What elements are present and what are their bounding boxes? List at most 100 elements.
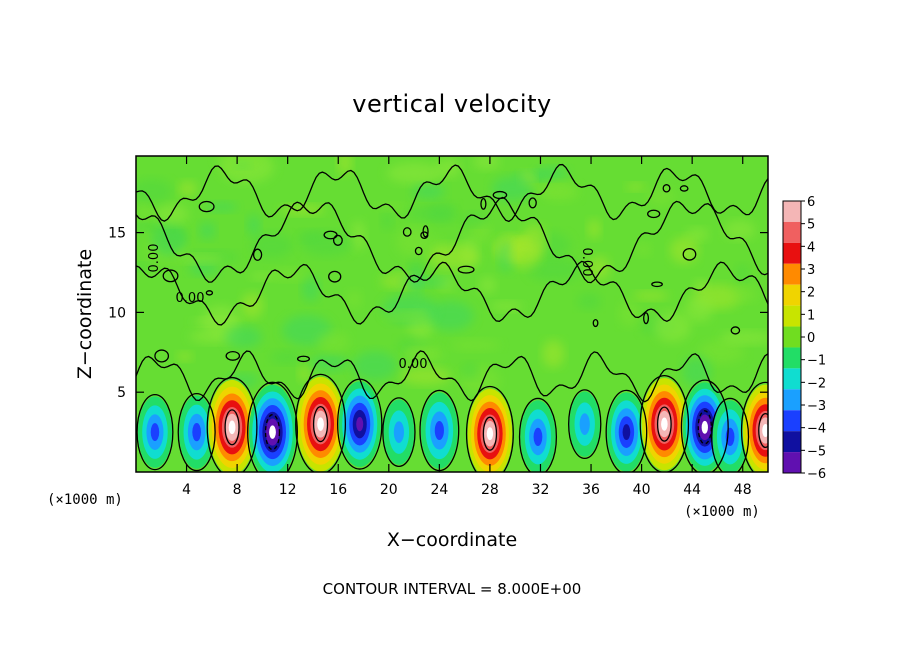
field-texture-blob xyxy=(577,293,602,310)
x-tick-label: 40 xyxy=(633,482,651,498)
field-texture-blob xyxy=(298,365,311,382)
field-texture-blob xyxy=(587,256,610,280)
contour-line xyxy=(605,389,648,472)
field-texture-blob xyxy=(337,156,353,176)
colorbar-tick-label: 6 xyxy=(807,195,815,210)
field-texture-blob xyxy=(381,211,394,230)
field-texture-blob xyxy=(720,330,768,345)
contour-line xyxy=(528,197,537,209)
contour-line xyxy=(457,265,475,274)
cell-band xyxy=(192,422,202,442)
cell-band xyxy=(269,425,276,439)
field-texture-blob xyxy=(300,231,353,257)
contour-line xyxy=(154,349,170,363)
contour-line xyxy=(420,231,429,239)
contour-line xyxy=(295,373,347,472)
field-texture-blob xyxy=(682,356,711,388)
contour-line xyxy=(332,234,343,246)
field-texture-blob xyxy=(450,339,501,351)
updraft-cell xyxy=(467,388,513,472)
field-texture-blob xyxy=(461,362,478,379)
field-texture-blob xyxy=(247,213,261,237)
contour-line xyxy=(651,281,663,288)
contour-line xyxy=(136,260,768,326)
field-texture-blob xyxy=(730,286,758,303)
cell-band xyxy=(661,417,668,431)
contour-line xyxy=(518,397,558,472)
colorbar-tick-label: 0 xyxy=(807,331,815,346)
colorbar-swatch xyxy=(783,221,801,243)
contour-line xyxy=(198,200,215,213)
field-texture-blob xyxy=(635,243,652,257)
colorbar-swatch xyxy=(783,305,801,327)
contour-line xyxy=(252,248,263,261)
field-texture-blob xyxy=(309,353,349,372)
contour-lines xyxy=(136,163,768,472)
colorbar-swatch xyxy=(783,284,801,306)
contour-line xyxy=(465,385,514,472)
contour-line xyxy=(647,209,661,219)
cell-band xyxy=(486,427,494,441)
x-axis-title: X−coordinate xyxy=(387,529,517,551)
colorbar-tick-label: 4 xyxy=(807,240,815,255)
colorbar-tick-label: −6 xyxy=(807,467,826,482)
y-ticks: 5 10 15 xyxy=(108,226,768,401)
contour-line xyxy=(643,312,650,325)
contour-line xyxy=(730,326,741,335)
downdraft-cell xyxy=(520,400,556,472)
contour-line xyxy=(592,318,599,328)
contour-label: 0.00 xyxy=(176,291,205,306)
y-tick-label: 15 xyxy=(108,226,126,242)
x-tick-label: 32 xyxy=(532,482,550,498)
contour-line xyxy=(136,196,768,284)
contour-line xyxy=(711,397,750,472)
field-texture-blob xyxy=(436,157,461,178)
colorbar-swatch xyxy=(783,410,801,432)
field-texture-blob xyxy=(699,340,745,364)
field-texture-blob xyxy=(224,326,263,349)
colorbar-swatch xyxy=(783,263,801,285)
y-axis-title: Z−coordinate xyxy=(74,249,96,379)
x-tick-label: 4 xyxy=(182,482,191,498)
downdraft-cell xyxy=(607,392,646,472)
contour-line xyxy=(740,381,768,472)
downdraft-cell xyxy=(338,381,381,467)
colorbar-tick-label: −5 xyxy=(807,444,826,459)
contour-line xyxy=(264,414,281,451)
downdraft-cell xyxy=(420,392,458,469)
field-texture-blob xyxy=(491,176,534,202)
cell-band xyxy=(579,413,590,435)
field-texture-blob xyxy=(542,339,565,368)
contour-line xyxy=(482,416,498,451)
contour-label: 0.00 xyxy=(147,244,162,273)
field-texture-blob xyxy=(406,206,454,221)
contour-label: 0.00 xyxy=(579,248,594,277)
colorbar-tick-label: 3 xyxy=(807,263,815,278)
x-ticks: 4 8 12 16 20 24 28 32 36 40 44 48 xyxy=(182,156,752,498)
downdraft-cell xyxy=(248,384,297,472)
colorbar-swatch xyxy=(783,389,801,411)
cell-band xyxy=(701,420,708,434)
contour-line xyxy=(177,392,216,472)
colorbar-swatch xyxy=(783,368,801,390)
contour-line xyxy=(224,409,240,446)
updraft-cell xyxy=(641,377,688,471)
colorbar-swatch xyxy=(783,326,801,348)
colorbar-swatch xyxy=(783,431,801,453)
contour-line xyxy=(568,389,602,460)
contour-line xyxy=(662,184,671,193)
contour-line xyxy=(296,355,310,363)
field-texture-blob xyxy=(395,226,432,257)
field-texture-blob xyxy=(346,290,363,309)
field-texture-blob xyxy=(528,257,581,282)
colorbar-swatch xyxy=(783,452,801,473)
field-texture-blob xyxy=(685,296,713,322)
contour-labels: 0.00 0.00 0.00 0.00 xyxy=(147,244,594,372)
colorbar-tick-label: −2 xyxy=(807,376,826,391)
colorbar-tick-label: 5 xyxy=(807,218,815,233)
contour-line xyxy=(639,375,690,472)
field-texture-blob xyxy=(154,204,189,225)
contour-line xyxy=(697,410,712,445)
field-texture-blob xyxy=(531,185,574,198)
colorbar-tick-label: −1 xyxy=(807,354,826,369)
